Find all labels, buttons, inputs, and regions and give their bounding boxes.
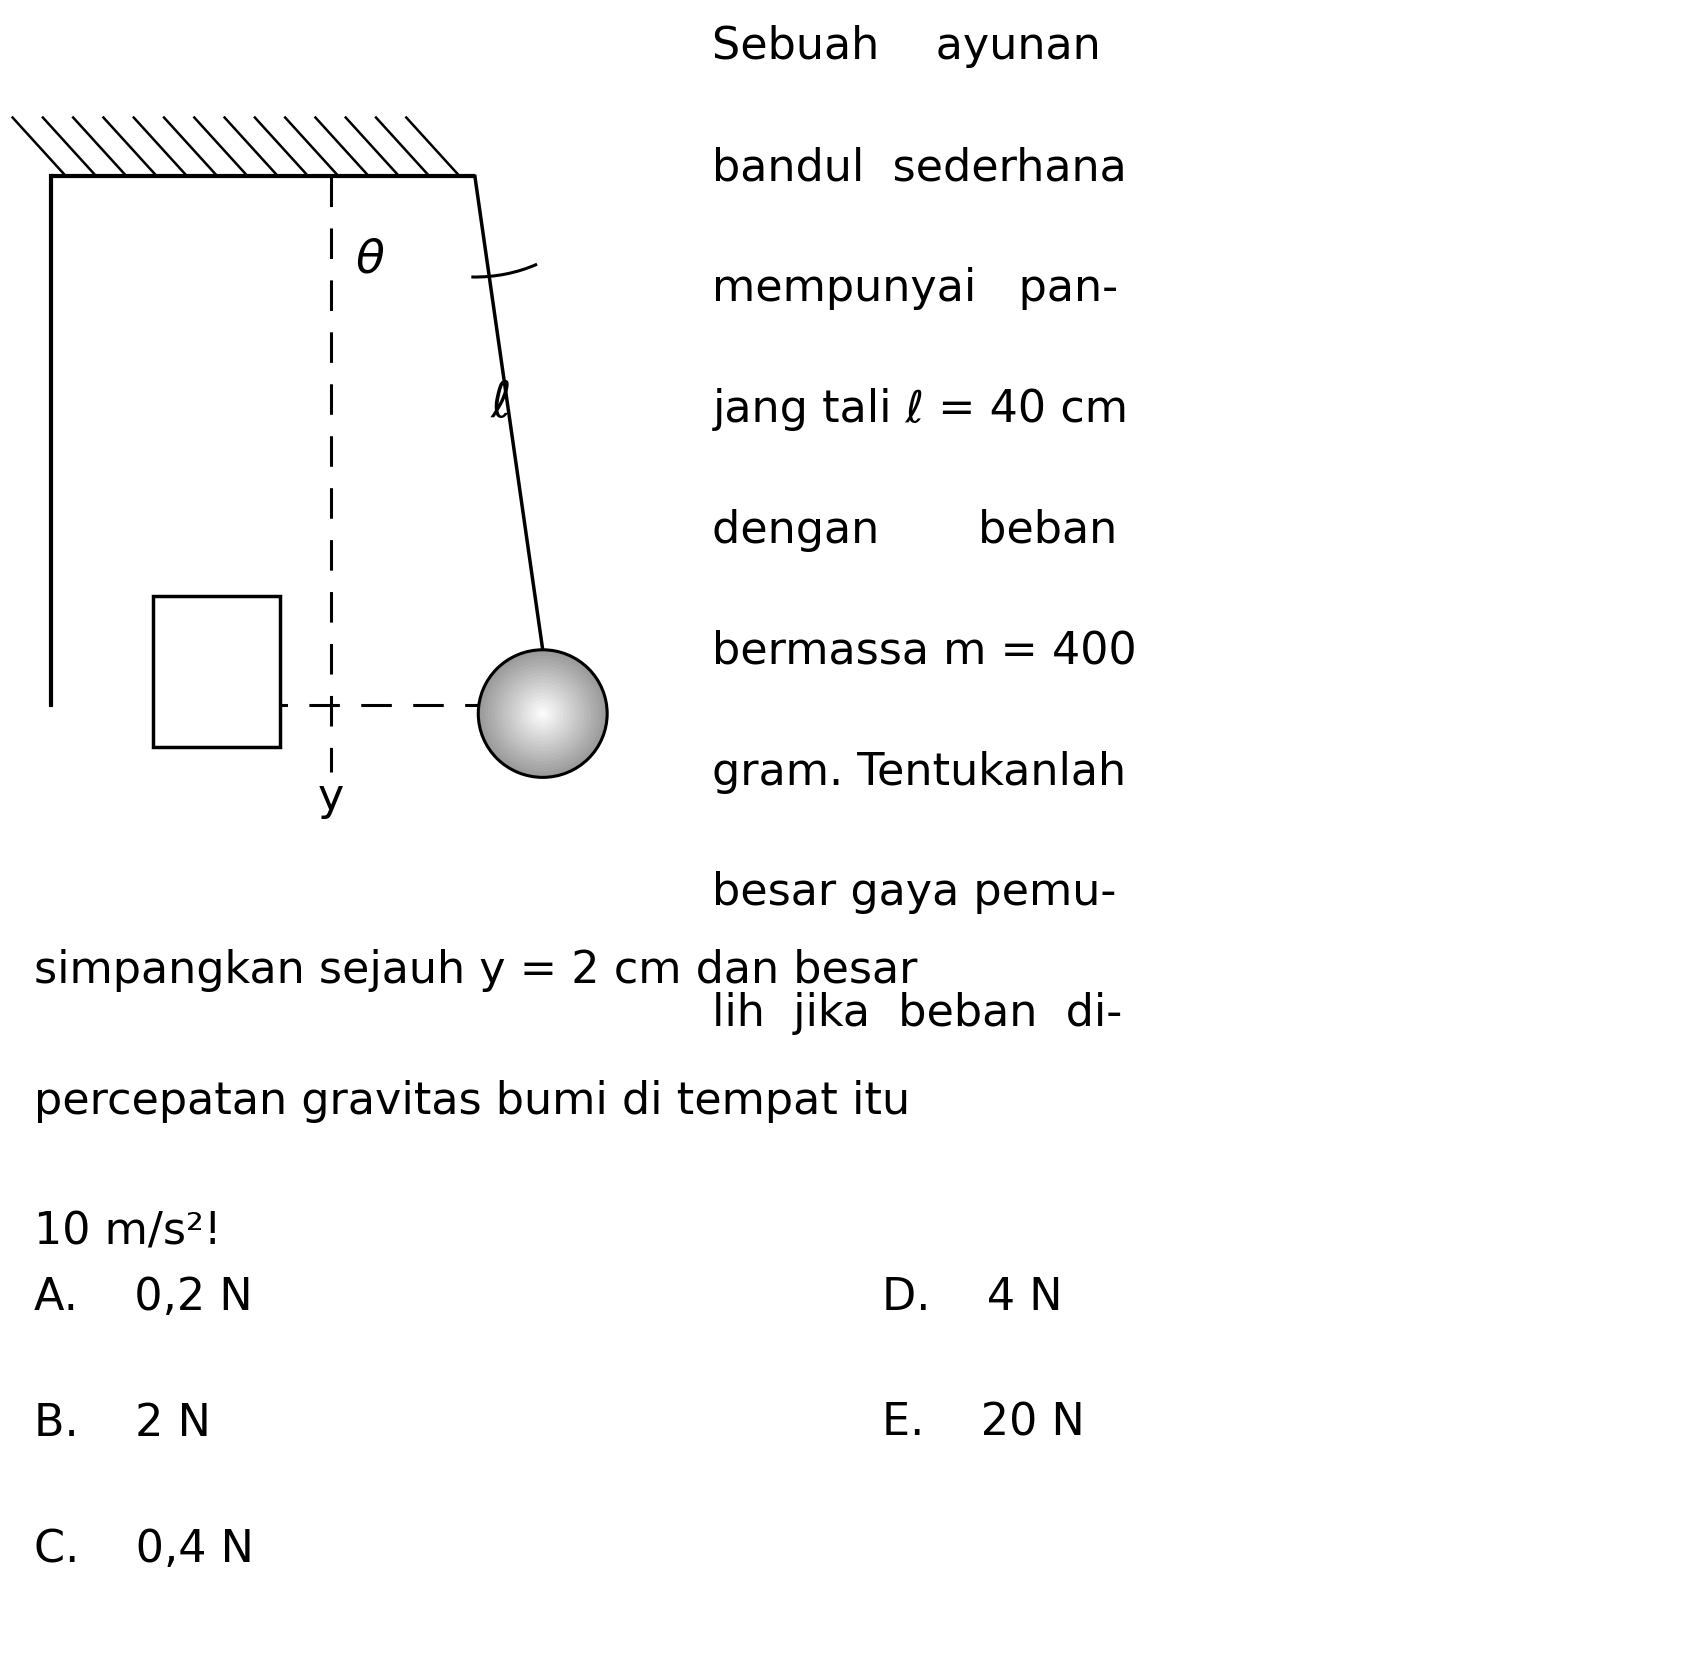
Circle shape	[526, 697, 560, 730]
Text: jang tali ℓ = 40 cm: jang tali ℓ = 40 cm	[712, 388, 1128, 432]
Text: lih  jika  beban  di-: lih jika beban di-	[712, 992, 1123, 1036]
Circle shape	[485, 656, 600, 771]
Text: bandul  sederhana: bandul sederhana	[712, 146, 1128, 190]
Text: C.    0,4 N: C. 0,4 N	[34, 1528, 254, 1572]
Text: besar gaya pemu-: besar gaya pemu-	[712, 871, 1116, 915]
Circle shape	[492, 663, 594, 764]
Circle shape	[482, 653, 604, 774]
Text: gram. Tentukanlah: gram. Tentukanlah	[712, 751, 1126, 794]
Circle shape	[516, 687, 570, 740]
Text: E.    20 N: E. 20 N	[882, 1402, 1085, 1446]
Circle shape	[509, 680, 577, 747]
Text: $\ell$: $\ell$	[490, 378, 510, 428]
Circle shape	[478, 650, 607, 777]
Text: mempunyai   pan-: mempunyai pan-	[712, 267, 1118, 311]
Circle shape	[505, 677, 580, 751]
Text: B.    2 N: B. 2 N	[34, 1402, 210, 1446]
Circle shape	[495, 667, 590, 761]
Text: 10 m/s²!: 10 m/s²!	[34, 1211, 222, 1254]
Text: A.    0,2 N: A. 0,2 N	[34, 1276, 253, 1320]
Circle shape	[512, 683, 573, 744]
Circle shape	[536, 707, 550, 720]
Circle shape	[539, 710, 546, 717]
Circle shape	[499, 670, 587, 757]
Circle shape	[522, 693, 563, 734]
Bar	[153, 596, 280, 747]
Circle shape	[529, 700, 556, 727]
Text: y: y	[317, 776, 344, 819]
Circle shape	[488, 660, 597, 767]
Circle shape	[502, 673, 583, 754]
Text: percepatan gravitas bumi di tempat itu: percepatan gravitas bumi di tempat itu	[34, 1080, 911, 1123]
Circle shape	[533, 704, 553, 724]
Text: $\theta$: $\theta$	[354, 238, 385, 282]
Text: Sebuah    ayunan: Sebuah ayunan	[712, 25, 1101, 69]
Circle shape	[519, 690, 566, 737]
Text: simpangkan sejauh y = 2 cm dan besar: simpangkan sejauh y = 2 cm dan besar	[34, 949, 918, 992]
Text: dengan       beban: dengan beban	[712, 509, 1118, 552]
Text: bermassa m = 400: bermassa m = 400	[712, 630, 1136, 673]
Text: D.    4 N: D. 4 N	[882, 1276, 1062, 1320]
